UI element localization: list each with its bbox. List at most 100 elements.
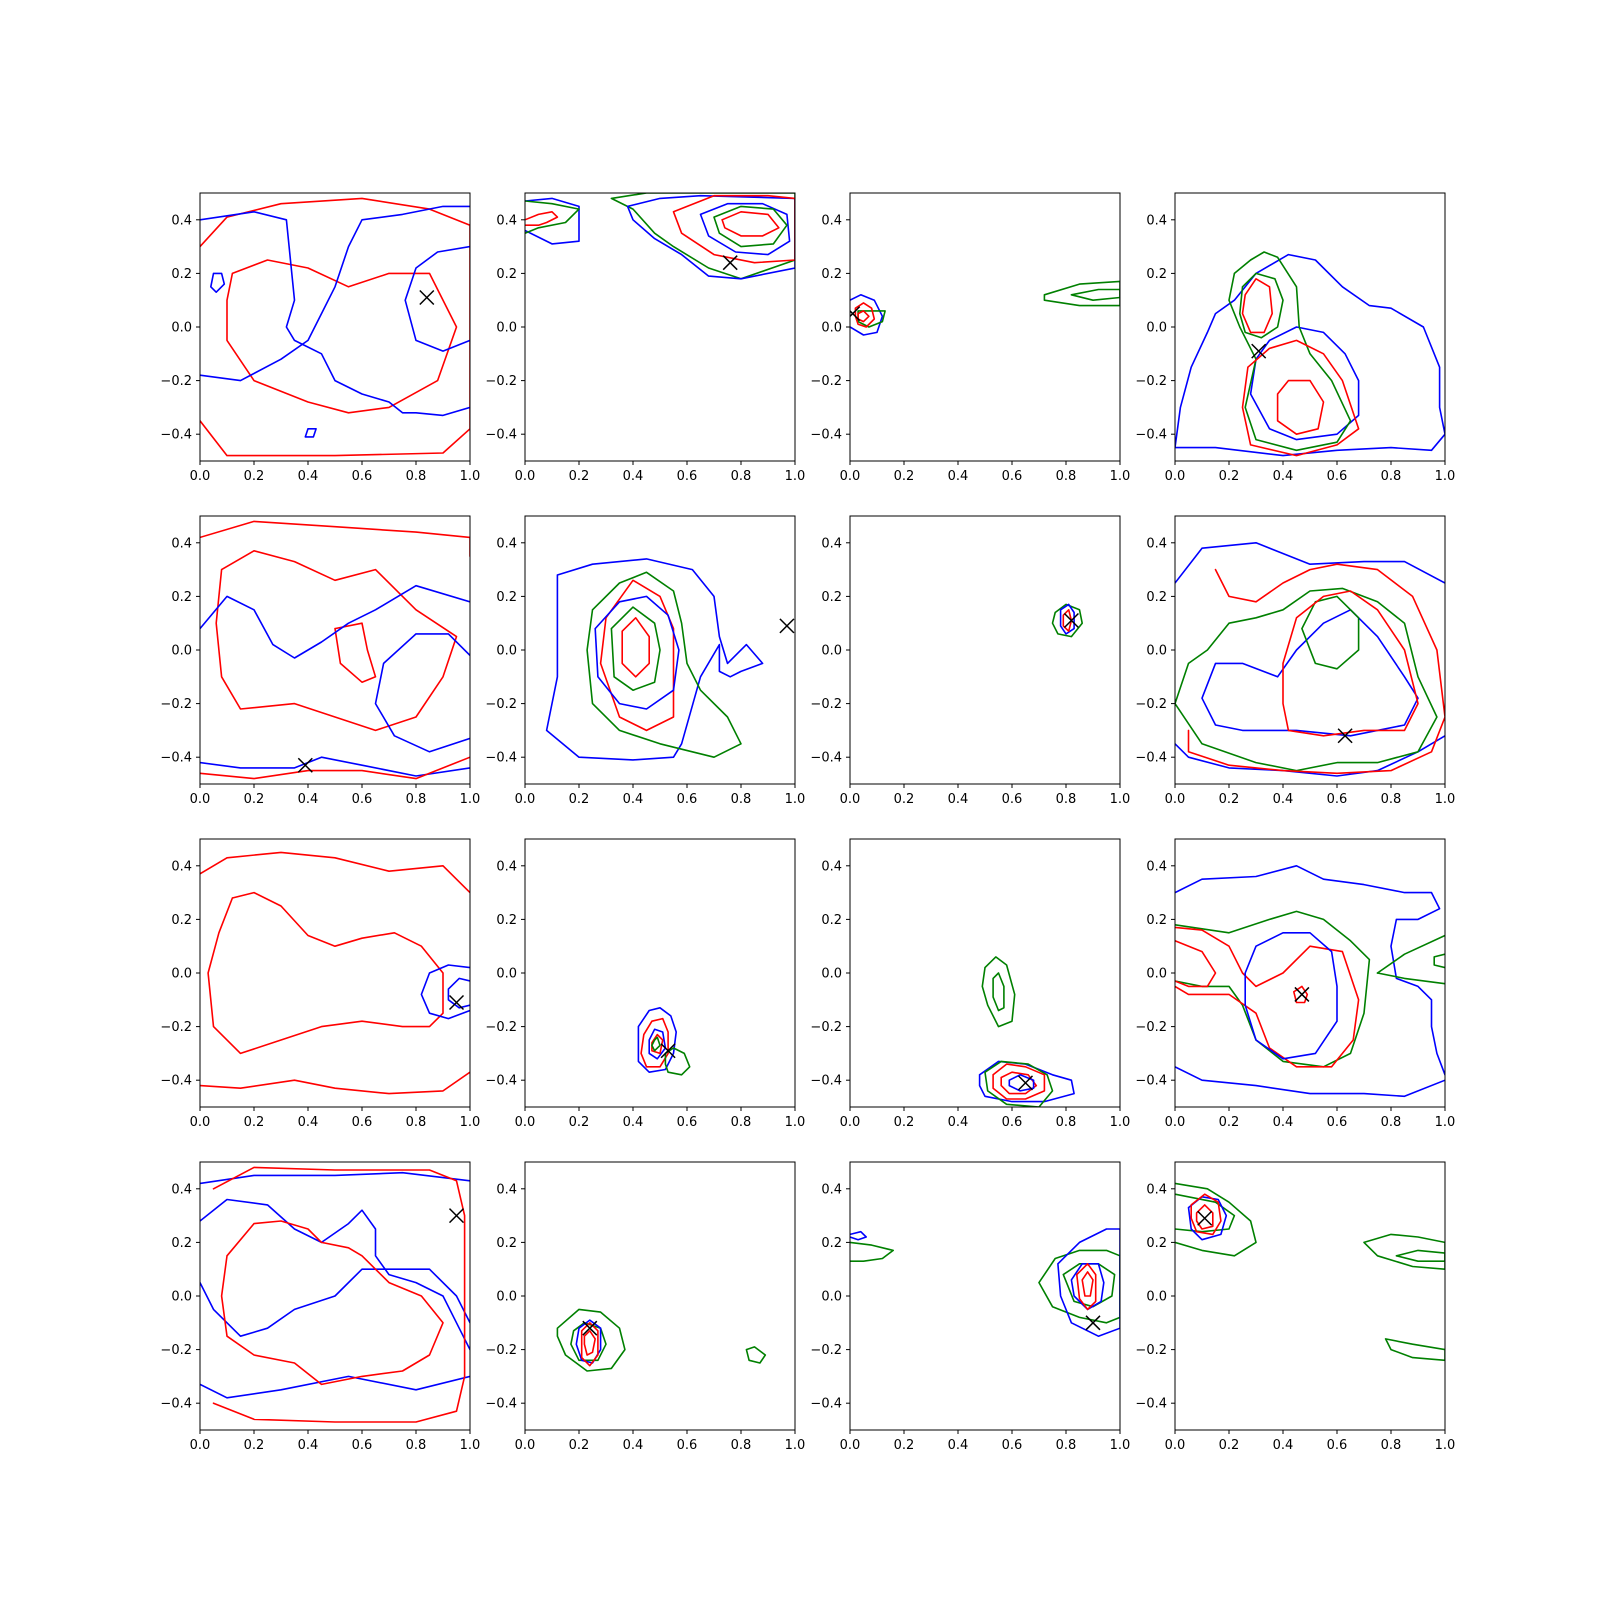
subplot-15: 0.0 0.2 0.4 0.6 0.8 1.0 −0.4 −0.2 0.0 0.2 0.4 <box>810 1161 1131 1453</box>
y-tick-label: 0.4 <box>496 213 517 228</box>
y-tick-label: 0.2 <box>496 267 517 282</box>
contour-line-green <box>1376 972 1445 985</box>
contour-line-blue <box>200 211 470 417</box>
y-tick-label: 0.4 <box>821 536 842 551</box>
x-tick-label: 0.0 <box>840 1438 861 1453</box>
x-marker-stroke <box>297 757 313 773</box>
x-tick-label: 0.8 <box>1056 792 1077 807</box>
y-tick-label: 0.0 <box>496 1290 517 1305</box>
contour-line-red <box>1190 1193 1222 1236</box>
y-tick-label: 0.2 <box>496 913 517 928</box>
contour-line-red <box>672 194 795 264</box>
x-tick-label: 0.0 <box>1165 792 1186 807</box>
y-tick-label: −0.2 <box>1135 374 1167 389</box>
x-tick-label: 1.0 <box>1110 1438 1131 1453</box>
contour-line-red <box>1187 563 1445 775</box>
y-tick-label: −0.2 <box>160 1020 192 1035</box>
x-tick-label: 0.8 <box>1381 1438 1402 1453</box>
x-marker <box>1085 1315 1101 1331</box>
y-tick-label: 0.0 <box>1146 644 1167 659</box>
x-tick-label: 1.0 <box>460 792 481 807</box>
x-tick-label: 0.2 <box>1219 1438 1240 1453</box>
x-tick-label: 0.6 <box>677 469 698 484</box>
contour-line-green <box>610 606 661 691</box>
x-tick-label: 0.0 <box>515 469 536 484</box>
x-tick-label: 0.0 <box>515 1115 536 1130</box>
y-tick-label: −0.4 <box>810 1397 842 1412</box>
y-tick-label: 0.2 <box>821 267 842 282</box>
x-tick-label: 0.0 <box>190 1438 211 1453</box>
x-tick-label: 0.6 <box>1002 469 1023 484</box>
x-tick-label: 0.6 <box>352 1438 373 1453</box>
contour-line-red <box>599 579 675 732</box>
y-tick-label: −0.4 <box>1135 428 1167 443</box>
y-tick-label: 0.0 <box>821 644 842 659</box>
x-tick-label: 0.0 <box>190 792 211 807</box>
contour-line-blue <box>1175 865 1445 1076</box>
contour-line-blue <box>210 272 226 293</box>
plot-area <box>200 1166 470 1423</box>
x-marker-stroke <box>1017 1075 1034 1091</box>
x-tick-label: 0.2 <box>569 792 590 807</box>
contour-line-red <box>334 622 377 683</box>
y-tick-label: 0.2 <box>1146 913 1167 928</box>
contour-line-blue <box>200 1171 470 1185</box>
y-tick-label: −0.4 <box>810 1074 842 1089</box>
x-tick-label: 0.8 <box>731 1438 752 1453</box>
x-tick-label: 0.4 <box>298 792 319 807</box>
x-tick-label: 0.4 <box>948 469 969 484</box>
x-tick-label: 0.6 <box>1327 792 1348 807</box>
y-tick-label: 0.4 <box>821 859 842 874</box>
x-tick-label: 1.0 <box>785 1115 806 1130</box>
contour-line-red <box>721 211 780 237</box>
y-tick-label: 0.0 <box>496 644 517 659</box>
y-tick-label: 0.0 <box>171 967 192 982</box>
y-tick-label: 0.0 <box>821 1290 842 1305</box>
x-marker-stroke <box>1197 1210 1213 1226</box>
x-marker <box>722 255 738 271</box>
x-tick-label: 0.6 <box>1002 792 1023 807</box>
y-tick-label: 0.2 <box>821 1236 842 1251</box>
y-tick-label: 0.2 <box>496 590 517 605</box>
contour-line-red <box>220 1220 444 1386</box>
plot-area <box>200 520 470 780</box>
contour-line-blue <box>420 964 470 1020</box>
x-marker-stroke <box>660 1043 676 1059</box>
contour-line-blue <box>525 197 580 245</box>
y-tick-label: 0.4 <box>171 1182 192 1197</box>
y-tick-label: 0.0 <box>821 967 842 982</box>
x-tick-label: 0.8 <box>731 792 752 807</box>
contour-line-blue <box>1175 253 1445 457</box>
contour-line-green <box>1043 280 1120 307</box>
contour-line-blue <box>200 1198 470 1351</box>
x-tick-label: 0.2 <box>244 1438 265 1453</box>
y-tick-label: −0.4 <box>485 1074 517 1089</box>
contour-line-red <box>992 1063 1046 1100</box>
y-tick-label: 0.0 <box>1146 967 1167 982</box>
plot-area <box>556 1308 767 1372</box>
contour-line-green <box>1175 587 1438 772</box>
y-tick-label: −0.2 <box>485 1343 517 1358</box>
y-tick-label: 0.0 <box>171 644 192 659</box>
contour-line-green <box>1051 603 1083 638</box>
y-tick-label: 0.0 <box>171 321 192 336</box>
contour-line-red <box>226 259 458 414</box>
x-tick-label: 0.4 <box>948 792 969 807</box>
x-tick-label: 1.0 <box>1435 792 1456 807</box>
y-tick-label: −0.4 <box>810 428 842 443</box>
x-tick-label: 0.4 <box>623 1115 644 1130</box>
y-tick-label: 0.4 <box>1146 536 1167 551</box>
x-tick-label: 0.2 <box>894 1115 915 1130</box>
x-tick-label: 1.0 <box>785 469 806 484</box>
y-tick-label: −0.4 <box>160 1074 192 1089</box>
contour-line-green <box>1175 1182 1257 1257</box>
contour-line-red <box>200 197 470 457</box>
contour-line-red <box>1175 940 1217 988</box>
contour-line-green <box>1070 288 1120 301</box>
plot-area <box>525 193 795 280</box>
y-tick-label: 0.4 <box>821 1182 842 1197</box>
contour-line-red <box>1076 1263 1097 1311</box>
contour-line-red <box>1175 926 1360 1068</box>
contour-line-green <box>1062 1263 1116 1308</box>
contour-line-red <box>1062 609 1073 632</box>
